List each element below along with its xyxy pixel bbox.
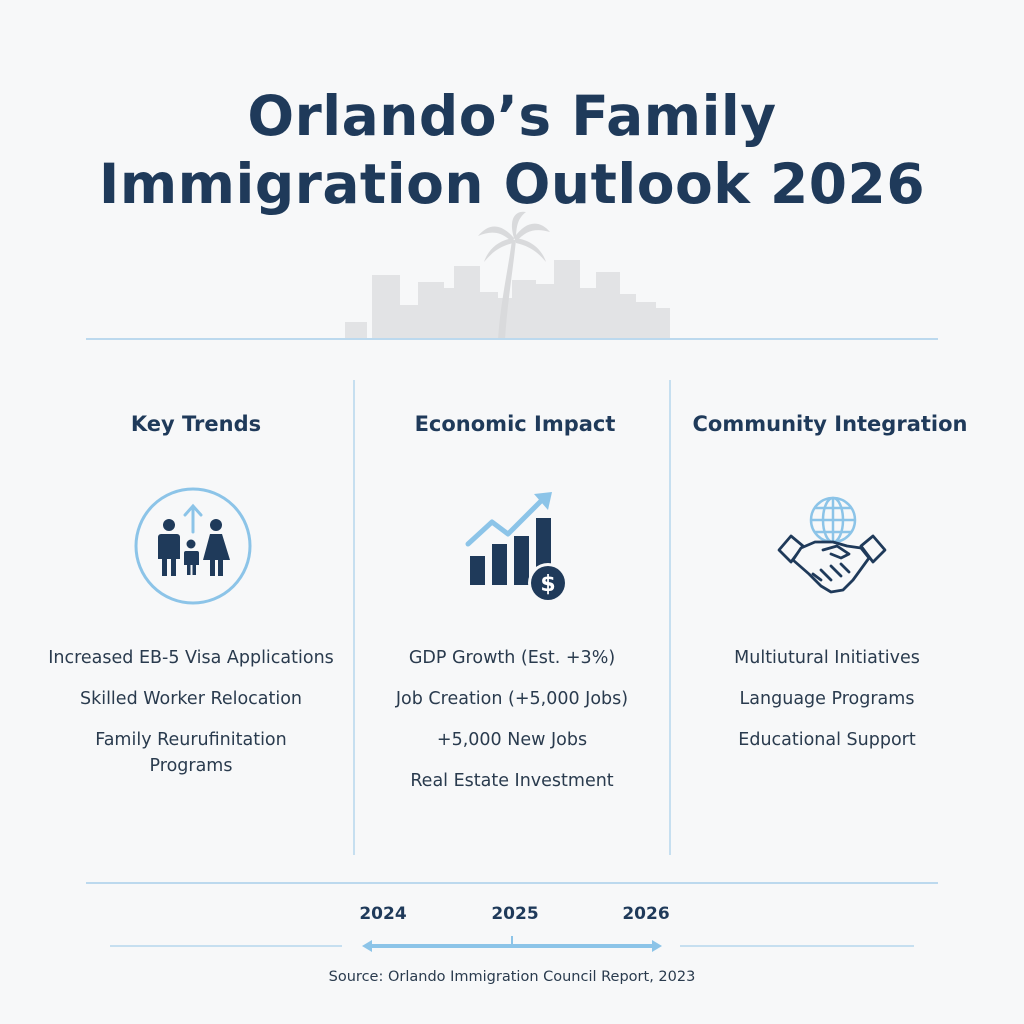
svg-text:$: $ — [540, 572, 555, 597]
list-item: Skilled Worker Relocation — [79, 689, 303, 709]
economic-impact-list: GDP Growth (Est. +3%) Job Creation (+5,0… — [396, 645, 628, 809]
list-item: Educational Support — [738, 730, 916, 750]
timeline-year-2025: 2025 — [491, 904, 539, 924]
column-divider-2 — [669, 380, 671, 855]
list-item: Job Creation (+5,000 Jobs) — [395, 689, 629, 709]
list-item: Family Reurufinitation Programs — [95, 730, 287, 776]
column-divider-1 — [353, 380, 355, 855]
source-citation: Source: Orlando Immigration Council Repo… — [328, 969, 696, 985]
community-integration-list: Multiutural Initiatives Language Program… — [734, 645, 920, 768]
key-trends-list: Increased EB-5 Visa Applications Skilled… — [48, 645, 334, 794]
list-item: Real Estate Investment — [410, 771, 614, 791]
globe-handshake-icon — [777, 496, 887, 594]
timeline-year-2024: 2024 — [359, 904, 407, 924]
list-item: Multiutural Initiatives — [734, 648, 920, 668]
title-line-1: Orlando’s Family — [247, 84, 777, 148]
timeline-bar — [110, 936, 914, 952]
list-item: GDP Growth (Est. +3%) — [408, 648, 616, 668]
list-item: +5,000 New Jobs — [436, 730, 588, 750]
timeline-year-2026: 2026 — [622, 904, 670, 924]
list-item: Increased EB-5 Visa Applications — [48, 648, 334, 668]
page-title: Orlando’s Family Immigration Outlook 202… — [0, 82, 1024, 218]
title-line-2: Immigration Outlook 2026 — [98, 152, 926, 216]
growth-chart-dollar-icon: $ — [465, 492, 568, 603]
economic-impact-heading: Economic Impact — [414, 412, 616, 436]
timeline-divider — [86, 882, 938, 884]
community-integration-heading: Community Integration — [692, 412, 968, 436]
key-trends-heading: Key Trends — [130, 412, 262, 436]
orlando-skyline-icon — [345, 211, 670, 340]
title-divider — [86, 338, 938, 340]
list-item: Language Programs — [739, 689, 915, 709]
family-growth-icon — [134, 487, 252, 605]
